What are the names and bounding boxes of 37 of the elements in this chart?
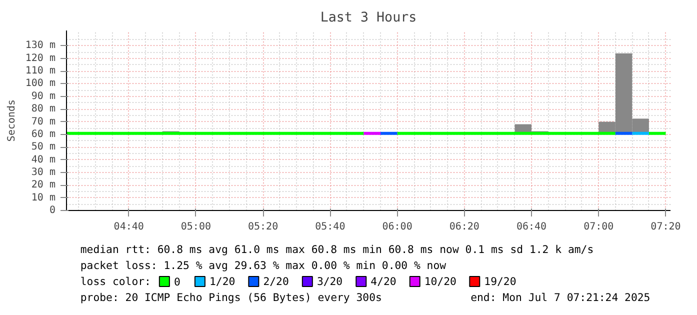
y-tick-label: 50 m: [31, 142, 56, 153]
y-tick-label: 100 m: [25, 78, 56, 90]
legend-label: 1/20: [209, 275, 236, 288]
y-tick-label: 90 m: [31, 90, 56, 102]
text: median rtt: 60.8 ms avg 61.0 ms max 60.8 ms min 60.8 ms now 0.1 ms sd 1.2 k am/s: [80, 243, 594, 256]
legend-label: 0: [174, 276, 180, 288]
x-tick-label: 05:40: [315, 222, 346, 232]
y-tick-label: 130 m: [25, 40, 56, 52]
y-tick-label: 30 m: [31, 166, 56, 178]
legend-label: 10/20: [424, 275, 456, 288]
y-tick-label: 120 m: [25, 52, 56, 64]
legend-label: 2/20: [263, 275, 289, 288]
y-tick-label: 10 m: [31, 192, 56, 204]
x-tick-label: 07:20: [650, 222, 681, 232]
x-tick-label: 05:00: [180, 222, 212, 232]
text: packet loss: 1.25 % avg 29.63 % max 0.00 % min 0.00 % now: [80, 259, 447, 272]
x-tick-label: 06:20: [449, 222, 480, 232]
y-tick-label: 20 m: [31, 180, 56, 191]
x-tick-label: 05:20: [248, 222, 278, 232]
x-tick-label: 06:40: [516, 222, 547, 232]
text: probe: 20 ICMP Echo Pings (56 Bytes) every 300s: [80, 291, 382, 304]
x-tick-label: 06:00: [382, 222, 412, 232]
chart-title: Last 3 Hours: [320, 10, 417, 26]
y-axis-title: Seconds: [6, 99, 18, 142]
text: end: Mon Jul 7 07:21:24 2025: [470, 291, 650, 304]
legend-label: 4/20: [370, 275, 396, 288]
y-tick-label: 80 m: [31, 104, 56, 115]
legend-label: 3/20: [316, 275, 343, 288]
y-tick-label: 40 m: [31, 154, 56, 166]
y-tick-label: 60 m: [31, 128, 56, 140]
x-tick-label: 07:00: [584, 222, 614, 232]
y-tick-label: 70 m: [31, 116, 56, 128]
y-tick-label: 0: [49, 205, 56, 216]
y-tick-label: 110 m: [25, 66, 56, 77]
legend-title: loss color:: [80, 275, 151, 288]
legend-label: 19/20: [484, 275, 516, 288]
x-tick-label: 04:40: [114, 222, 144, 232]
